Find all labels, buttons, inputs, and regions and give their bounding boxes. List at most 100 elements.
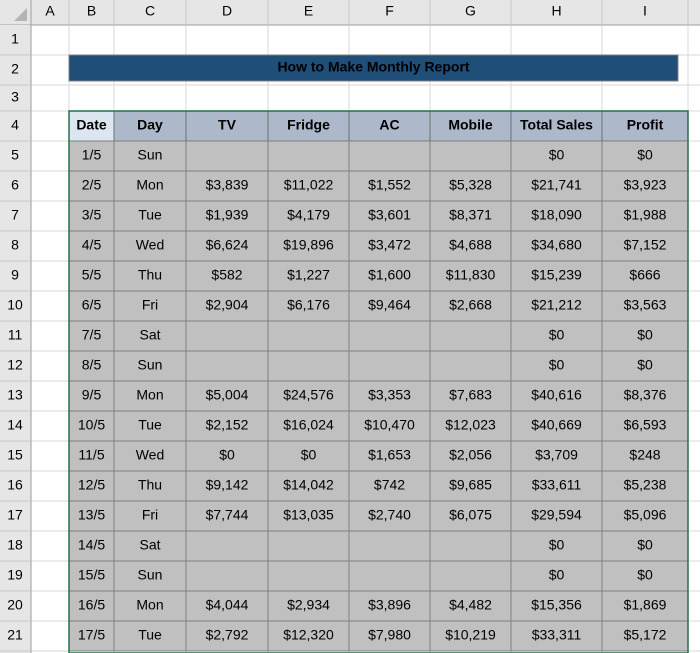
cell-text: Thu <box>138 267 162 283</box>
row-number[interactable]: 14 <box>7 417 23 433</box>
row-number[interactable]: 15 <box>7 447 23 463</box>
cell <box>113 260 187 292</box>
cell <box>510 410 603 442</box>
cell <box>429 260 512 292</box>
cell <box>348 290 431 322</box>
column-letter[interactable]: I <box>643 3 647 19</box>
cell-text: $9,464 <box>368 297 411 313</box>
row-number[interactable]: 11 <box>8 327 23 343</box>
cell <box>267 380 350 412</box>
row-number[interactable]: 1 <box>11 31 19 47</box>
cell-text: $18,090 <box>531 207 582 223</box>
cell-text: $1,939 <box>206 207 249 223</box>
cell-text: $3,601 <box>368 207 411 223</box>
cell <box>113 290 187 322</box>
cell-text: $0 <box>549 357 565 373</box>
cell-text: $666 <box>629 267 660 283</box>
cell-text: 17/5 <box>78 627 105 643</box>
cell-text: $21,741 <box>531 177 582 193</box>
column-letter[interactable]: A <box>45 3 55 19</box>
row-number[interactable]: 8 <box>11 237 19 253</box>
cell-text: $33,311 <box>532 627 582 643</box>
column-letter[interactable]: G <box>465 3 476 19</box>
cell-text: $3,353 <box>368 387 411 403</box>
cell <box>510 260 603 292</box>
cell <box>429 530 512 562</box>
cell <box>429 440 512 472</box>
row-number[interactable]: 4 <box>11 117 19 133</box>
column-header-bar <box>0 0 700 25</box>
cell <box>185 350 269 382</box>
cell <box>510 560 603 592</box>
row-number[interactable]: 20 <box>7 597 23 613</box>
row-number[interactable]: 9 <box>11 267 19 283</box>
cell-text: $3,839 <box>206 177 249 193</box>
row-number[interactable]: 2 <box>11 61 19 77</box>
row-number[interactable]: 7 <box>11 207 19 223</box>
header-cell <box>348 110 431 142</box>
cell <box>429 320 512 352</box>
cell-text: 6/5 <box>82 297 102 313</box>
cell <box>113 620 187 652</box>
cell-text: $742 <box>374 477 405 493</box>
row-number[interactable]: 12 <box>7 357 23 373</box>
cell-text: $5,096 <box>624 507 667 523</box>
cell-text: 9/5 <box>82 387 102 403</box>
cell-text: 7/5 <box>82 327 102 343</box>
cell-text: Thu <box>138 477 162 493</box>
column-letter[interactable]: E <box>304 3 313 19</box>
cell <box>601 530 689 562</box>
column-letter[interactable]: H <box>551 3 561 19</box>
cell <box>510 620 603 652</box>
cell <box>113 560 187 592</box>
cell <box>185 140 269 172</box>
row-number[interactable]: 5 <box>11 147 19 163</box>
column-letter[interactable]: F <box>385 3 394 19</box>
row-number[interactable]: 19 <box>7 567 23 583</box>
cell-text: $5,328 <box>449 177 492 193</box>
cell-text: $1,653 <box>368 447 411 463</box>
cell <box>601 440 689 472</box>
row-number[interactable]: 21 <box>7 627 23 643</box>
cell <box>348 230 431 262</box>
header-text: Fridge <box>287 117 330 133</box>
cell <box>267 290 350 322</box>
cell <box>113 140 187 172</box>
cell <box>185 530 269 562</box>
column-letter[interactable]: B <box>87 3 96 19</box>
cell-text: Wed <box>136 237 165 253</box>
cell-text: $6,176 <box>287 297 330 313</box>
row-number[interactable]: 18 <box>7 537 23 553</box>
header-text: Date <box>76 117 107 133</box>
row-number[interactable]: 6 <box>11 177 19 193</box>
header-text: Profit <box>627 117 664 133</box>
cell <box>267 350 350 382</box>
cell <box>185 170 269 202</box>
cell <box>601 470 689 502</box>
cell <box>113 410 187 442</box>
cell-text: $0 <box>301 447 317 463</box>
cell <box>267 260 350 292</box>
column-letter[interactable]: C <box>145 3 155 19</box>
cell-text: Mon <box>136 177 163 193</box>
cell <box>113 230 187 262</box>
cell-text: $0 <box>637 147 653 163</box>
row-number[interactable]: 13 <box>7 387 23 403</box>
cell <box>510 200 603 232</box>
cell-text: Sat <box>139 327 160 343</box>
row-number[interactable]: 16 <box>7 477 23 493</box>
cell-text: 12/5 <box>78 477 105 493</box>
cell-text: $9,685 <box>449 477 492 493</box>
cell-text: $16,024 <box>283 417 334 433</box>
row-number[interactable]: 10 <box>7 297 23 313</box>
cell-text: $1,988 <box>624 207 667 223</box>
cell-text: Sun <box>138 147 163 163</box>
column-letter[interactable]: D <box>222 3 232 19</box>
cell-text: Mon <box>136 597 163 613</box>
cell <box>348 320 431 352</box>
row-number[interactable]: 17 <box>7 507 23 523</box>
cell-text: $10,219 <box>445 627 496 643</box>
select-all[interactable] <box>14 8 27 21</box>
row-number[interactable]: 3 <box>11 89 19 105</box>
cell <box>601 620 689 652</box>
